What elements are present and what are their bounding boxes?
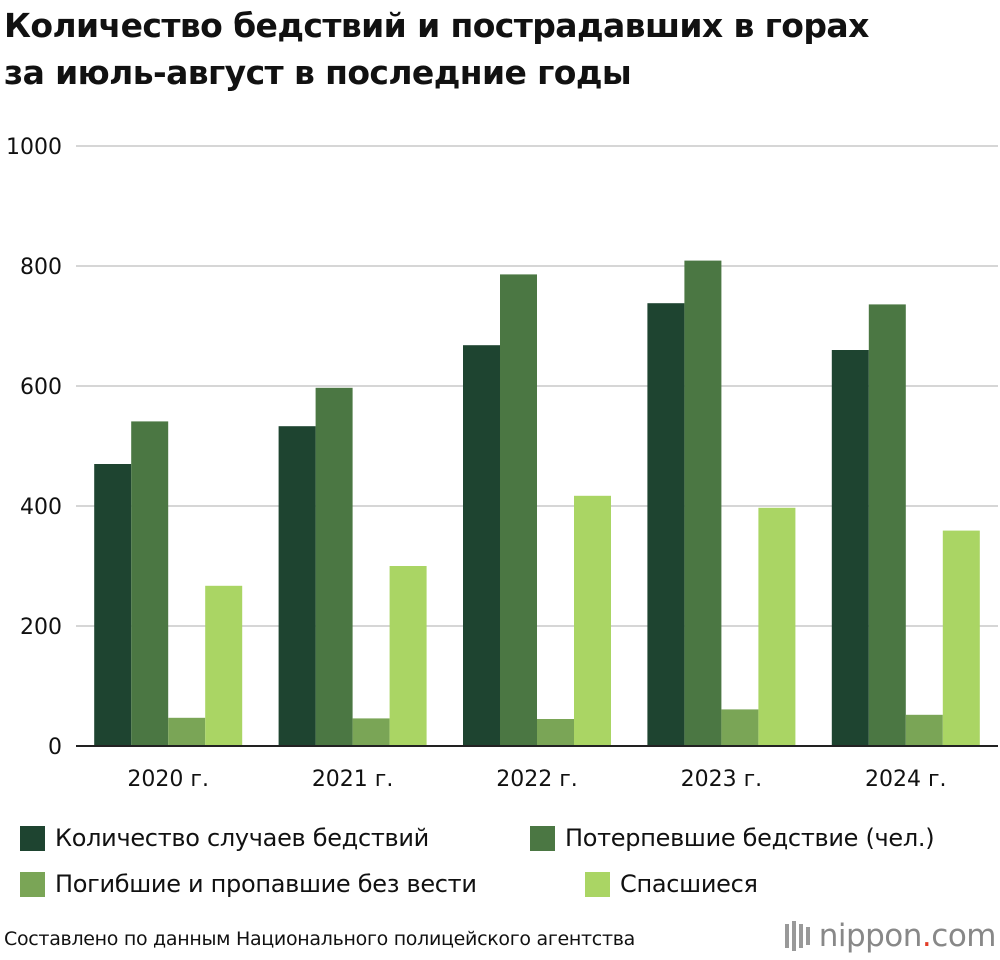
bar [278, 426, 316, 746]
bar [758, 507, 796, 746]
y-tick-label: 600 [20, 375, 62, 400]
legend-swatch [585, 871, 610, 897]
bar [389, 566, 427, 746]
legend-swatch [530, 825, 555, 851]
y-tick-label: 1000 [6, 135, 62, 160]
chart-title-line-2: за июль-август в последние годы [4, 53, 632, 92]
legend-item: Количество случаев бедствий [20, 824, 429, 852]
brand-logo: nippon.com [784, 918, 997, 954]
y-tick-label: 0 [48, 735, 62, 760]
bar [942, 530, 980, 746]
y-tick-label: 200 [20, 615, 62, 640]
legend-swatch [20, 825, 45, 851]
nippon-logo-icon [784, 921, 810, 951]
bar [868, 304, 906, 746]
legend-label: Спасшиеся [620, 870, 758, 898]
legend-item: Погибшие и пропавшие без вести [20, 870, 477, 898]
bar [831, 350, 869, 746]
chart-title-line-1: Количество бедствий и пострадавших в гор… [4, 6, 869, 45]
x-tick-label: 2021 г. [312, 767, 394, 792]
bar [905, 714, 943, 746]
bar [500, 274, 537, 746]
x-tick-label: 2024 г. [865, 767, 947, 792]
bar [574, 495, 611, 746]
bar [721, 709, 759, 746]
bar [168, 717, 206, 746]
brand-name-main: nippon [818, 918, 923, 954]
x-tick-label: 2023 г. [681, 767, 763, 792]
bar-chart: 0 200 400 600 800 1000 2020 г. 2021 г. 2022 г. 20… [6, 135, 998, 792]
bar [647, 303, 685, 746]
x-tick-label: 2020 г. [127, 767, 209, 792]
chart-title: Количество бедствий и пострадавших в гор… [4, 2, 994, 96]
legend-item: Спасшиеся [585, 870, 758, 898]
brand-tld: com [931, 918, 996, 954]
legend-swatch [20, 871, 45, 897]
legend-item: Потерпевшие бедствие (чел.) [530, 824, 935, 852]
y-tick-label: 400 [20, 495, 62, 520]
bar [463, 345, 500, 746]
bar [131, 421, 169, 746]
bar [684, 260, 722, 746]
y-tick-label: 800 [20, 255, 62, 280]
bar [205, 585, 243, 746]
bar [352, 718, 390, 746]
x-tick-label: 2022 г. [496, 767, 578, 792]
bar [94, 464, 132, 746]
legend-label: Количество случаев бедствий [55, 824, 429, 852]
brand-name: nippon.com [818, 918, 997, 954]
brand-dot: . [921, 918, 932, 954]
legend-label: Погибшие и пропавшие без вести [55, 870, 477, 898]
legend-label: Потерпевшие бедствие (чел.) [565, 824, 935, 852]
bar [537, 719, 574, 746]
bar [315, 387, 353, 746]
source-note: Составлено по данным Национального полиц… [4, 928, 635, 950]
